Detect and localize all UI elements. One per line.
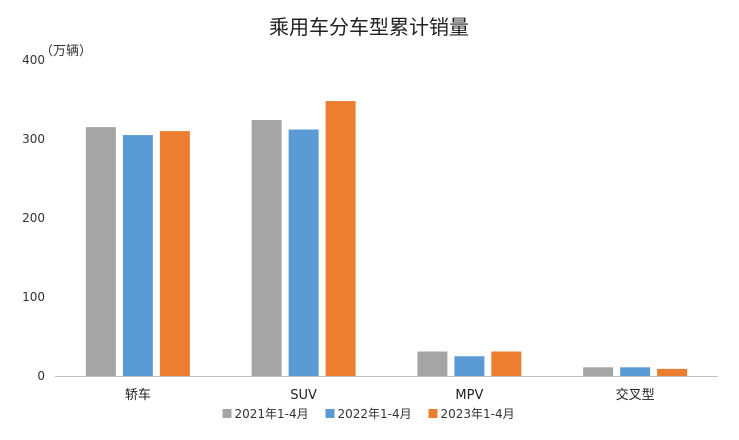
bar [620, 367, 651, 376]
y-axis: 0 100 200 300 400 [22, 53, 45, 383]
bar [251, 120, 282, 376]
x-category-label: SUV [290, 388, 317, 403]
bar [159, 131, 190, 376]
y-tick-label: 400 [22, 53, 45, 67]
x-category-label: MPV [455, 388, 483, 403]
bar [85, 127, 116, 377]
x-category-label: 交叉型 [616, 387, 655, 403]
y-tick-label: 300 [22, 132, 45, 146]
y-tick-label: 100 [22, 290, 45, 304]
y-tick-label: 200 [22, 211, 45, 225]
bars-group [85, 101, 688, 377]
bar [454, 356, 485, 376]
legend: 2021年1-4月 2022年1-4月 2023年1-4月 [222, 407, 515, 421]
bar [122, 135, 153, 376]
legend-swatch [222, 409, 232, 418]
bar [417, 351, 448, 376]
bar [657, 368, 688, 376]
bar [325, 101, 356, 376]
y-tick-label: 0 [37, 369, 45, 383]
chart-title: 乘用车分车型累计销量 [269, 15, 469, 39]
bar [288, 129, 319, 376]
legend-label: 2022年1-4月 [338, 407, 412, 421]
legend-swatch [428, 409, 438, 418]
y-axis-unit-label: （万辆） [40, 44, 92, 59]
legend-label: 2021年1-4月 [235, 407, 309, 421]
legend-label: 2023年1-4月 [441, 407, 515, 421]
bar [583, 367, 614, 376]
x-category-label: 轿车 [125, 387, 151, 403]
x-axis: 轿车 SUV MPV 交叉型 [55, 376, 718, 403]
bar [491, 351, 522, 376]
legend-swatch [325, 409, 335, 418]
